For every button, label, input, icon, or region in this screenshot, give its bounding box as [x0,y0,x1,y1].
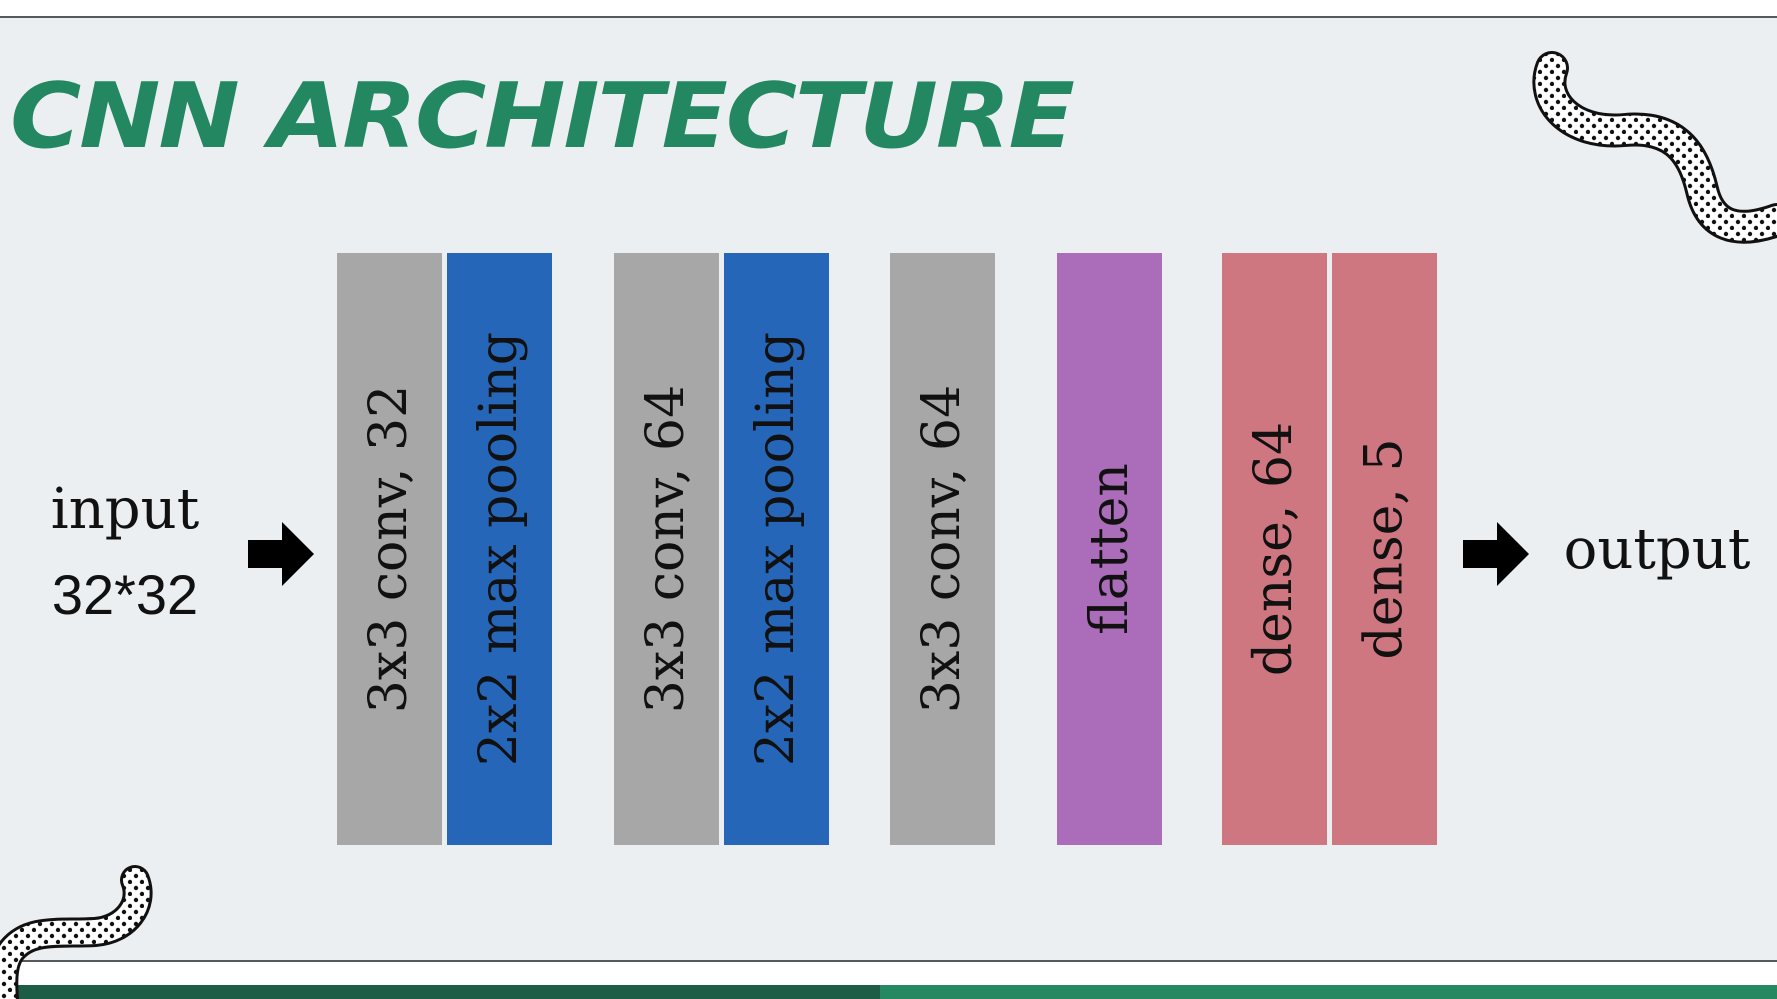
top-rule [0,16,1777,18]
squiggle-decoration-icon [1532,51,1777,244]
layer-6-label: dense, 64 [1244,421,1305,677]
input-size: 32*32 [51,563,199,626]
input-arrow-icon [248,522,314,586]
output-label: output [1563,517,1751,582]
bottom-band-dark [0,985,880,999]
bottom-band-light [880,985,1777,999]
layer-0: 3x3 conv, 32 [337,253,442,845]
page-title: CNN ARCHITECTURE [10,64,1075,169]
layer-0-label: 3x3 conv, 32 [359,384,420,714]
layer-6: dense, 64 [1222,253,1327,845]
layer-2-label: 3x3 conv, 64 [636,384,697,714]
layer-1: 2x2 max pooling [447,253,552,845]
layer-4-label: 3x3 conv, 64 [912,384,973,714]
output-arrow-icon [1463,522,1529,586]
layer-4: 3x3 conv, 64 [890,253,995,845]
layer-3: 2x2 max pooling [724,253,829,845]
bottom-rule [0,960,1777,962]
layer-1-label: 2x2 max pooling [469,331,530,767]
layer-7-label: dense, 5 [1354,438,1415,660]
input-label: input [50,477,200,542]
layer-3-label: 2x2 max pooling [746,331,807,767]
layer-2: 3x3 conv, 64 [614,253,719,845]
slide-background [0,18,1777,960]
layer-5: flatten [1057,253,1162,845]
layer-5-label: flatten [1079,463,1140,635]
squiggle-decoration-icon [0,865,153,999]
layer-7: dense, 5 [1332,253,1437,845]
